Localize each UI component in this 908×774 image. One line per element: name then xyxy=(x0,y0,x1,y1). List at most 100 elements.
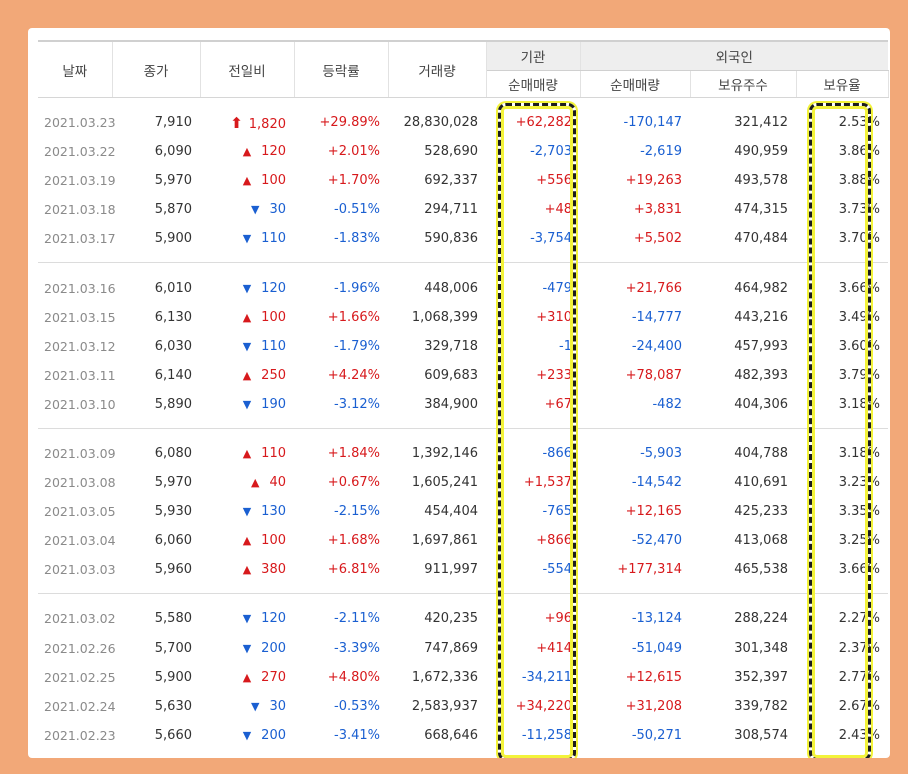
fnet-cell: +12,615 xyxy=(625,669,682,685)
close-cell: 5,660 xyxy=(154,727,192,743)
group-divider xyxy=(38,418,889,429)
date-cell: 2021.03.09 xyxy=(44,445,116,461)
date-cell: 2021.02.25 xyxy=(44,669,116,685)
change-value: 120 xyxy=(261,280,286,296)
rate-cell: +1.68% xyxy=(327,533,380,549)
fnet-cell: +3,831 xyxy=(633,202,682,218)
change-value: 250 xyxy=(261,367,286,383)
fnet-cell: -5,903 xyxy=(640,445,682,461)
change-value: 1,820 xyxy=(248,116,286,132)
hold-cell: 482,393 xyxy=(734,367,788,383)
change-value: 100 xyxy=(261,309,286,325)
table-row[interactable]: 2021.02.25 5,900 ▲ 270 +4.80% 1,672,336 -34,21… xyxy=(38,663,888,692)
hold-cell: 308,574 xyxy=(734,727,788,743)
fnet-cell: +19,263 xyxy=(625,173,682,189)
fnet-cell: -482 xyxy=(652,396,682,412)
table-row[interactable]: 2021.03.16 6,010 ▼ 120 -1.96% 448,006 -479 +21,… xyxy=(38,273,888,302)
group-spacer xyxy=(38,428,888,439)
header-row-top: 날짜 종가 전일비 등락률 거래량 기관 외국인 xyxy=(38,40,889,98)
change-cell: ▼ 30 xyxy=(200,195,294,224)
highlight-institution-column xyxy=(498,103,576,758)
hold-cell: 410,691 xyxy=(734,475,788,491)
volume-cell: 420,235 xyxy=(424,611,478,627)
table-row[interactable]: 2021.03.10 5,890 ▼ 190 -3.12% 384,900 +67 -482 4… xyxy=(38,390,888,419)
table-row[interactable]: 2021.03.05 5,930 ▼ 130 -2.15% 454,404 -765 +12,… xyxy=(38,497,888,526)
rate-cell: +1.84% xyxy=(327,445,380,461)
up-arrow-icon: ⬆ xyxy=(230,113,243,132)
fnet-cell: -50,271 xyxy=(631,727,682,743)
change-value: 120 xyxy=(261,144,286,160)
table-row[interactable]: 2021.03.18 5,870 ▼ 30 -0.51% 294,711 +48 +3,831… xyxy=(38,195,888,224)
table-row[interactable]: 2021.02.24 5,630 ▼ 30 -0.53% 2,583,937 +34,220… xyxy=(38,692,888,721)
fnet-cell: -51,049 xyxy=(631,640,682,656)
table-row[interactable]: 2021.03.12 6,030 ▼ 110 -1.79% 329,718 -1 -24,40… xyxy=(38,332,888,361)
hold-cell: 404,788 xyxy=(734,445,788,461)
screenshot-frame: 날짜 종가 전일비 등락률 거래량 기관 외국인 순매매량 순매매량 보유주수 … xyxy=(12,12,896,762)
rate-cell: -3.41% xyxy=(334,727,380,743)
close-cell: 5,890 xyxy=(154,396,192,412)
change-cell: ▲ 110 xyxy=(200,439,294,468)
table-row[interactable]: 2021.03.09 6,080 ▲ 110 +1.84% 1,392,146 -866 -5… xyxy=(38,439,888,468)
change-cell: ▼ 120 xyxy=(200,604,294,633)
col-foreign-hold-header[interactable]: 보유주수 xyxy=(690,70,797,98)
date-cell: 2021.03.19 xyxy=(44,173,116,189)
change-value: 100 xyxy=(261,533,286,549)
spacer-cell xyxy=(38,594,888,605)
table-row[interactable]: 2021.03.11 6,140 ▲ 250 +4.24% 609,683 +233 +78,… xyxy=(38,361,888,390)
rate-cell: -1.96% xyxy=(334,280,380,296)
volume-cell: 1,605,241 xyxy=(411,475,478,491)
table-row[interactable]: 2021.03.23 7,910 ⬆ 1,820 +29.89% 28,830,028 +6… xyxy=(38,108,888,137)
hold-cell: 443,216 xyxy=(734,309,788,325)
rate-cell: +1.66% xyxy=(327,309,380,325)
date-cell: 2021.03.10 xyxy=(44,396,116,412)
rate-cell: +4.80% xyxy=(327,669,380,685)
hold-cell: 301,348 xyxy=(734,640,788,656)
rate-cell: +2.01% xyxy=(327,144,380,160)
fnet-cell: +5,502 xyxy=(633,231,682,247)
change-cell: ▼ 130 xyxy=(200,497,294,526)
col-foreign-ratio-header[interactable]: 보유율 xyxy=(796,70,889,98)
triangle-up-icon: ▲ xyxy=(242,534,252,548)
col-institution-group: 기관 xyxy=(485,40,580,71)
fnet-cell: -13,124 xyxy=(631,611,682,627)
volume-cell: 1,672,336 xyxy=(411,669,478,685)
date-cell: 2021.02.26 xyxy=(44,640,116,656)
col-inst-net-header[interactable]: 순매매량 xyxy=(486,70,581,98)
col-volume-header[interactable]: 거래량 xyxy=(388,40,487,98)
triangle-up-icon: ▲ xyxy=(242,174,252,188)
col-close-header[interactable]: 종가 xyxy=(112,40,201,98)
change-value: 110 xyxy=(261,231,286,247)
table-row[interactable]: 2021.03.03 5,960 ▲ 380 +6.81% 911,997 -554 +177… xyxy=(38,555,888,584)
col-date-header[interactable]: 날짜 xyxy=(38,40,113,98)
inst-cell: +1,537 xyxy=(523,475,572,491)
inst-cell: -866 xyxy=(542,445,572,461)
table-row[interactable]: 2021.03.17 5,900 ▼ 110 -1.83% 590,836 -3,754 +5… xyxy=(38,224,888,253)
col-rate-header[interactable]: 등락률 xyxy=(294,40,389,98)
table-body: 2021.03.23 7,910 ⬆ 1,820 +29.89% 28,830,028 +6… xyxy=(38,98,889,750)
table-row[interactable]: 2021.03.15 6,130 ▲ 100 +1.66% 1,068,399 +310 -1… xyxy=(38,303,888,332)
change-cell: ▼ 110 xyxy=(200,332,294,361)
table-row[interactable]: 2021.03.04 6,060 ▲ 100 +1.68% 1,697,861 +866 -5… xyxy=(38,526,888,555)
divider-cell xyxy=(38,253,889,264)
change-cell: ▲ 40 xyxy=(200,468,294,497)
table-row[interactable]: 2021.03.19 5,970 ▲ 100 +1.70% 692,337 +556 +19,… xyxy=(38,166,888,195)
group-spacer xyxy=(38,263,888,274)
daily-trading-table: 날짜 종가 전일비 등락률 거래량 기관 외국인 순매매량 순매매량 보유주수 … xyxy=(38,40,889,750)
fnet-cell: -170,147 xyxy=(623,115,682,131)
table-row[interactable]: 2021.03.02 5,580 ▼ 120 -2.11% 420,235 +96 -13,1… xyxy=(38,604,888,633)
volume-cell: 454,404 xyxy=(424,504,478,520)
rate-cell: -1.79% xyxy=(334,338,380,354)
table-row[interactable]: 2021.02.23 5,660 ▼ 200 -3.41% 668,646 -11,258 -… xyxy=(38,721,888,750)
table-row[interactable]: 2021.03.22 6,090 ▲ 120 +2.01% 528,690 -2,703 -2… xyxy=(38,137,888,166)
col-foreign-net-header[interactable]: 순매매량 xyxy=(580,70,691,98)
change-value: 130 xyxy=(261,504,286,520)
table-row[interactable]: 2021.02.26 5,700 ▼ 200 -3.39% 747,869 +414 -51,… xyxy=(38,634,888,663)
change-value: 40 xyxy=(269,475,286,491)
triangle-down-icon: ▼ xyxy=(242,281,252,295)
close-cell: 5,930 xyxy=(154,504,192,520)
triangle-down-icon: ▼ xyxy=(242,505,252,519)
col-change-header[interactable]: 전일비 xyxy=(200,40,295,98)
close-cell: 5,630 xyxy=(154,698,192,714)
table-row[interactable]: 2021.03.08 5,970 ▲ 40 +0.67% 1,605,241 +1,537 -… xyxy=(38,468,888,497)
triangle-up-icon: ▲ xyxy=(242,368,252,382)
